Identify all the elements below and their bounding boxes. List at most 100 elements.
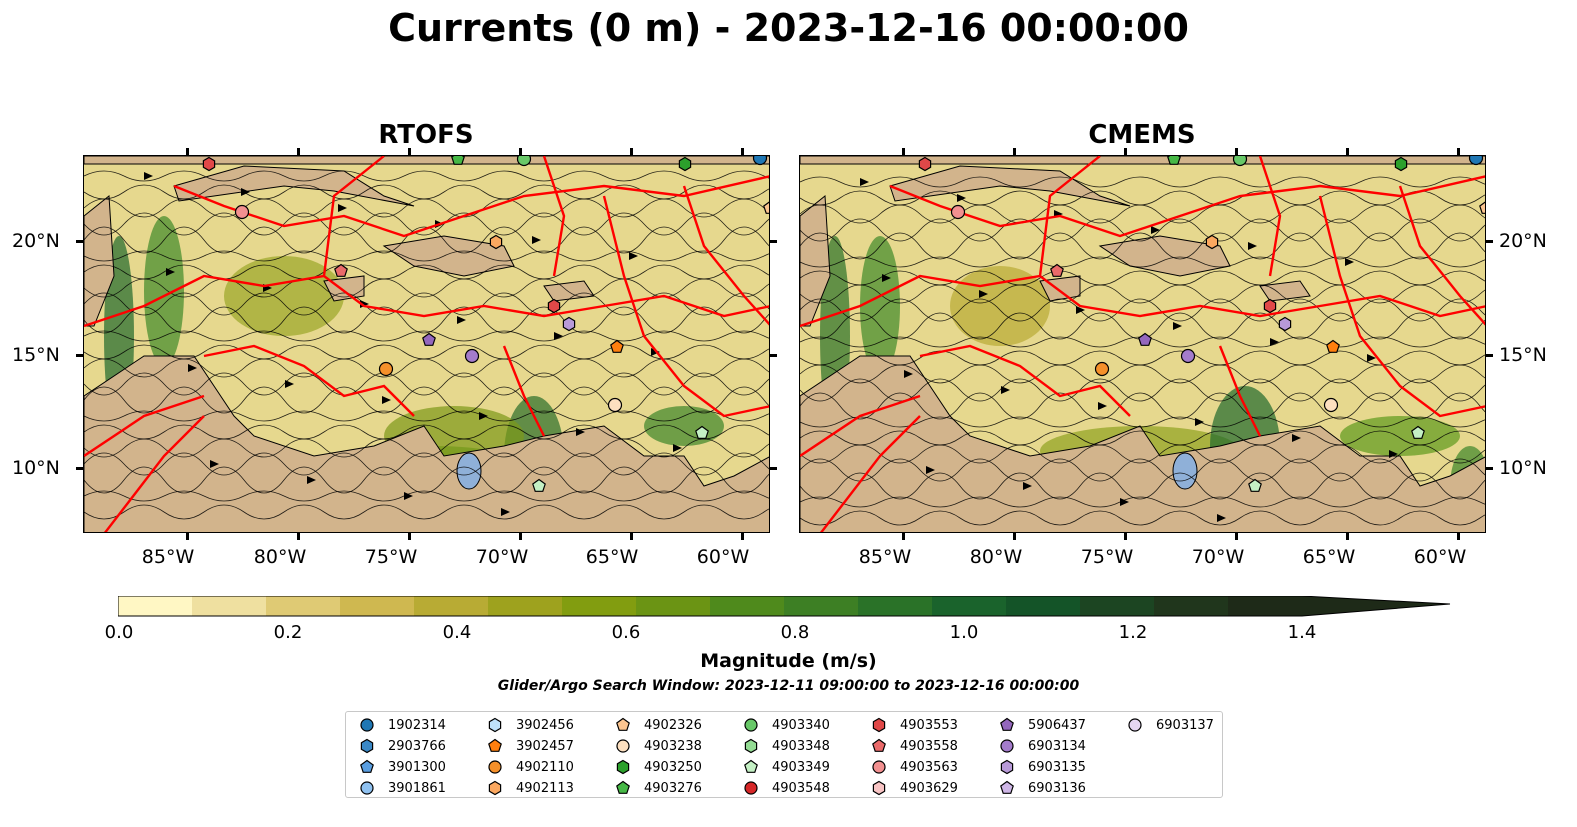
legend-label: 4902110 bbox=[516, 759, 574, 775]
float-marker bbox=[1394, 156, 1408, 172]
legend-item: 4902110 bbox=[484, 757, 574, 777]
lon-label-75w: 75°W bbox=[364, 546, 418, 568]
lon-label-85w: 85°W bbox=[141, 546, 195, 568]
eez-boundary bbox=[889, 175, 1485, 238]
legend-item: 6903136 bbox=[996, 778, 1086, 798]
colorbar-segment bbox=[192, 596, 267, 616]
colorbar-tick: 1.4 bbox=[1287, 622, 1317, 643]
lon-tick bbox=[630, 533, 633, 540]
colorbar-segment bbox=[340, 596, 415, 616]
lat-tick bbox=[1486, 240, 1493, 243]
colorbar-segment bbox=[414, 596, 489, 616]
lon-label-70w: 70°W bbox=[1191, 546, 1245, 568]
streamline-arrow bbox=[1076, 306, 1085, 314]
hexagon-marker-icon bbox=[488, 780, 502, 796]
float-marker bbox=[1094, 361, 1110, 377]
pentagon-marker-icon bbox=[616, 717, 630, 731]
lon-label-60w: 60°W bbox=[696, 546, 750, 568]
land-mass bbox=[84, 156, 769, 165]
streamline bbox=[800, 256, 1485, 268]
float-marker bbox=[234, 204, 250, 220]
lat-tick bbox=[76, 467, 83, 470]
lake bbox=[456, 452, 482, 490]
streamline bbox=[800, 270, 1485, 286]
lon-tick bbox=[408, 533, 411, 540]
lat-tick bbox=[770, 467, 777, 470]
lat-label-20n-left: 20°N bbox=[12, 230, 60, 252]
legend-label: 1902314 bbox=[388, 717, 446, 733]
colorbar-outline bbox=[118, 596, 1451, 617]
legend-item: 6903135 bbox=[996, 757, 1086, 777]
streamline bbox=[84, 198, 769, 218]
float-marker bbox=[695, 425, 709, 439]
streamline-arrow bbox=[1345, 258, 1354, 266]
streamline bbox=[800, 364, 1485, 384]
lon-label-85w: 85°W bbox=[858, 546, 912, 568]
colorbar-tick: 0.4 bbox=[442, 622, 472, 643]
streamline-arrow bbox=[904, 370, 913, 378]
streamline bbox=[84, 372, 769, 396]
legend-item: 4903340 bbox=[740, 715, 830, 735]
lon-tick bbox=[1457, 148, 1460, 155]
eez-boundary bbox=[1038, 156, 1101, 277]
streamline bbox=[800, 458, 1485, 482]
streamline-arrow bbox=[382, 396, 391, 404]
eez-boundary bbox=[820, 415, 921, 532]
legend-label: 2903766 bbox=[388, 738, 446, 754]
lon-label-80w: 80°W bbox=[253, 546, 307, 568]
streamline-arrow bbox=[1023, 482, 1032, 490]
rtofs-map-canvas bbox=[84, 156, 769, 532]
float-marker bbox=[1167, 156, 1181, 165]
colorbar-extend-arrow bbox=[1302, 596, 1450, 616]
colorbar-segment bbox=[858, 596, 933, 616]
eez-boundary bbox=[1258, 156, 1282, 277]
streamline-arrow bbox=[1389, 450, 1398, 458]
streamline-arrow bbox=[1248, 242, 1257, 250]
eez-boundary bbox=[1218, 345, 1262, 437]
panel-title-rtofs: RTOFS bbox=[378, 120, 474, 150]
lat-tick bbox=[76, 240, 83, 243]
colorbar-segment bbox=[710, 596, 785, 616]
colorbar-segment bbox=[1006, 596, 1081, 616]
streamline-arrow bbox=[1270, 338, 1279, 346]
legend-item: 4902113 bbox=[484, 778, 574, 798]
legend-item: 1902314 bbox=[356, 715, 446, 735]
current-speed-patch bbox=[144, 216, 184, 366]
streamline-arrow bbox=[926, 466, 935, 474]
float-marker bbox=[1180, 348, 1196, 364]
colorbar-tick: 1.2 bbox=[1118, 622, 1148, 643]
lat-label-10n-right: 10°N bbox=[1499, 457, 1547, 479]
lon-label-65w: 65°W bbox=[585, 546, 639, 568]
land-mass bbox=[800, 355, 1485, 532]
colorbar-segment bbox=[932, 596, 1007, 616]
map-panel-rtofs[interactable] bbox=[83, 155, 770, 533]
streamline-arrow bbox=[860, 178, 869, 186]
eez-boundary bbox=[502, 345, 546, 437]
lon-label-70w: 70°W bbox=[475, 546, 529, 568]
land-mass bbox=[84, 355, 769, 532]
legend-label: 3902456 bbox=[516, 717, 574, 733]
streamline-arrow bbox=[532, 236, 541, 244]
eez-boundary bbox=[84, 274, 769, 328]
lat-tick bbox=[76, 354, 83, 357]
colorbar bbox=[118, 596, 1451, 617]
float-marker bbox=[1263, 298, 1277, 314]
land-mass bbox=[800, 156, 1485, 165]
lon-tick bbox=[186, 148, 189, 155]
float-marker bbox=[1468, 156, 1484, 166]
float-marker bbox=[752, 156, 768, 166]
lon-tick bbox=[297, 533, 300, 540]
hexagon-marker-icon bbox=[872, 780, 886, 796]
pentagon-marker-icon bbox=[872, 738, 886, 752]
float-marker bbox=[1479, 201, 1485, 214]
legend-label: 4902113 bbox=[516, 780, 574, 796]
legend-label: 4902326 bbox=[644, 717, 702, 733]
streamline bbox=[800, 416, 1485, 428]
current-speed-patch bbox=[224, 256, 344, 336]
circle-marker-icon bbox=[616, 739, 630, 753]
streamline bbox=[84, 358, 769, 378]
streamline bbox=[800, 430, 1485, 446]
legend-label: 4903340 bbox=[772, 717, 830, 733]
streamline bbox=[800, 298, 1485, 322]
map-panel-cmems[interactable] bbox=[799, 155, 1486, 533]
